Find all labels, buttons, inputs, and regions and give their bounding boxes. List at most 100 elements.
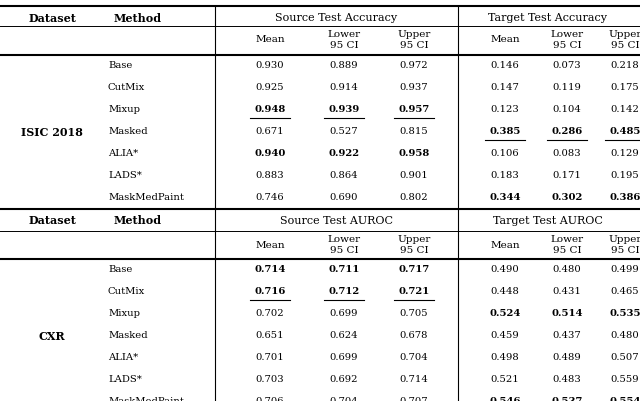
Text: 0.344: 0.344: [489, 194, 521, 203]
Text: 0.183: 0.183: [491, 172, 520, 180]
Text: 0.286: 0.286: [552, 128, 582, 136]
Text: 0.714: 0.714: [399, 375, 428, 385]
Text: 0.925: 0.925: [256, 83, 284, 93]
Text: 0.702: 0.702: [256, 310, 284, 318]
Text: 0.498: 0.498: [491, 354, 520, 363]
Text: 0.958: 0.958: [398, 150, 429, 158]
Text: Lower
95 CI: Lower 95 CI: [550, 30, 584, 50]
Text: 0.195: 0.195: [611, 172, 639, 180]
Text: 0.521: 0.521: [491, 375, 520, 385]
Text: Upper
95 CI: Upper 95 CI: [608, 30, 640, 50]
Text: Method: Method: [114, 215, 162, 227]
Text: 0.142: 0.142: [611, 105, 639, 115]
Text: 0.706: 0.706: [256, 397, 284, 401]
Text: MaskMedPaint: MaskMedPaint: [108, 397, 184, 401]
Text: 0.119: 0.119: [552, 83, 581, 93]
Text: 0.480: 0.480: [552, 265, 581, 275]
Text: ISIC 2018: ISIC 2018: [21, 126, 83, 138]
Text: Masked: Masked: [108, 332, 148, 340]
Text: 0.485: 0.485: [609, 128, 640, 136]
Text: 0.129: 0.129: [611, 150, 639, 158]
Text: 0.957: 0.957: [398, 105, 429, 115]
Text: 0.651: 0.651: [256, 332, 284, 340]
Text: 0.701: 0.701: [255, 354, 284, 363]
Text: Mean: Mean: [490, 36, 520, 45]
Text: 0.218: 0.218: [611, 61, 639, 71]
Text: Masked: Masked: [108, 128, 148, 136]
Text: 0.146: 0.146: [491, 61, 520, 71]
Text: 0.699: 0.699: [330, 310, 358, 318]
Text: 0.123: 0.123: [491, 105, 520, 115]
Text: 0.939: 0.939: [328, 105, 360, 115]
Text: 0.147: 0.147: [491, 83, 520, 93]
Text: 0.083: 0.083: [553, 150, 581, 158]
Text: 0.901: 0.901: [399, 172, 428, 180]
Text: 0.535: 0.535: [609, 310, 640, 318]
Text: 0.746: 0.746: [256, 194, 284, 203]
Text: 0.707: 0.707: [400, 397, 428, 401]
Text: Lower
95 CI: Lower 95 CI: [328, 30, 360, 50]
Text: Source Test Accuracy: Source Test Accuracy: [275, 13, 397, 23]
Text: CutMix: CutMix: [108, 288, 145, 296]
Text: 0.864: 0.864: [330, 172, 358, 180]
Text: 0.716: 0.716: [254, 288, 285, 296]
Text: CutMix: CutMix: [108, 83, 145, 93]
Text: 0.386: 0.386: [609, 194, 640, 203]
Text: 0.480: 0.480: [611, 332, 639, 340]
Text: 0.815: 0.815: [399, 128, 428, 136]
Text: 0.914: 0.914: [330, 83, 358, 93]
Text: 0.448: 0.448: [491, 288, 520, 296]
Text: Mean: Mean: [255, 241, 285, 249]
Text: Lower
95 CI: Lower 95 CI: [550, 235, 584, 255]
Text: 0.889: 0.889: [330, 61, 358, 71]
Text: Upper
95 CI: Upper 95 CI: [397, 235, 431, 255]
Text: Source Test AUROC: Source Test AUROC: [280, 216, 393, 226]
Text: 0.385: 0.385: [490, 128, 521, 136]
Text: 0.940: 0.940: [254, 150, 285, 158]
Text: 0.948: 0.948: [254, 105, 285, 115]
Text: Method: Method: [114, 12, 162, 24]
Text: 0.704: 0.704: [399, 354, 428, 363]
Text: 0.883: 0.883: [256, 172, 284, 180]
Text: 0.705: 0.705: [400, 310, 428, 318]
Text: 0.527: 0.527: [330, 128, 358, 136]
Text: 0.922: 0.922: [328, 150, 360, 158]
Text: 0.554: 0.554: [609, 397, 640, 401]
Text: 0.104: 0.104: [552, 105, 581, 115]
Text: 0.514: 0.514: [551, 310, 583, 318]
Text: 0.546: 0.546: [489, 397, 521, 401]
Text: 0.703: 0.703: [256, 375, 284, 385]
Text: 0.937: 0.937: [400, 83, 428, 93]
Text: LADS*: LADS*: [108, 375, 142, 385]
Text: Mean: Mean: [255, 36, 285, 45]
Text: 0.678: 0.678: [400, 332, 428, 340]
Text: 0.489: 0.489: [552, 354, 581, 363]
Text: 0.802: 0.802: [400, 194, 428, 203]
Text: 0.624: 0.624: [330, 332, 358, 340]
Text: 0.711: 0.711: [328, 265, 360, 275]
Text: 0.972: 0.972: [400, 61, 428, 71]
Text: 0.671: 0.671: [256, 128, 284, 136]
Text: Target Test Accuracy: Target Test Accuracy: [488, 13, 607, 23]
Text: 0.431: 0.431: [552, 288, 581, 296]
Text: Mixup: Mixup: [108, 310, 140, 318]
Text: Upper
95 CI: Upper 95 CI: [608, 235, 640, 255]
Text: 0.559: 0.559: [611, 375, 639, 385]
Text: 0.459: 0.459: [491, 332, 520, 340]
Text: Lower
95 CI: Lower 95 CI: [328, 235, 360, 255]
Text: 0.073: 0.073: [553, 61, 581, 71]
Text: 0.507: 0.507: [611, 354, 639, 363]
Text: 0.175: 0.175: [611, 83, 639, 93]
Text: 0.721: 0.721: [398, 288, 429, 296]
Text: 0.524: 0.524: [490, 310, 521, 318]
Text: Base: Base: [108, 61, 132, 71]
Text: 0.712: 0.712: [328, 288, 360, 296]
Text: Dataset: Dataset: [28, 12, 76, 24]
Text: 0.690: 0.690: [330, 194, 358, 203]
Text: ALIA*: ALIA*: [108, 354, 138, 363]
Text: ALIA*: ALIA*: [108, 150, 138, 158]
Text: Mixup: Mixup: [108, 105, 140, 115]
Text: 0.437: 0.437: [552, 332, 581, 340]
Text: 0.106: 0.106: [491, 150, 519, 158]
Text: 0.171: 0.171: [552, 172, 581, 180]
